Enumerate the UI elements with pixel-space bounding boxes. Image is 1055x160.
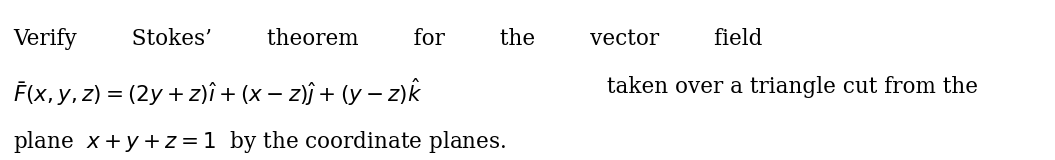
Text: taken over a triangle cut from the: taken over a triangle cut from the <box>599 76 978 98</box>
Text: plane  $x + y + z = 1$  by the coordinate planes.: plane $x + y + z = 1$ by the coordinate … <box>14 129 506 155</box>
Text: Verify        Stokes’        theorem        for        the        vector        : Verify Stokes’ theorem for the vector <box>14 28 763 50</box>
Text: $\bar{F}(x, y, z) = (2y + z)\hat{\imath} + (x - z)\hat{\jmath} + (y - z)\hat{k}$: $\bar{F}(x, y, z) = (2y + z)\hat{\imath}… <box>14 76 423 108</box>
